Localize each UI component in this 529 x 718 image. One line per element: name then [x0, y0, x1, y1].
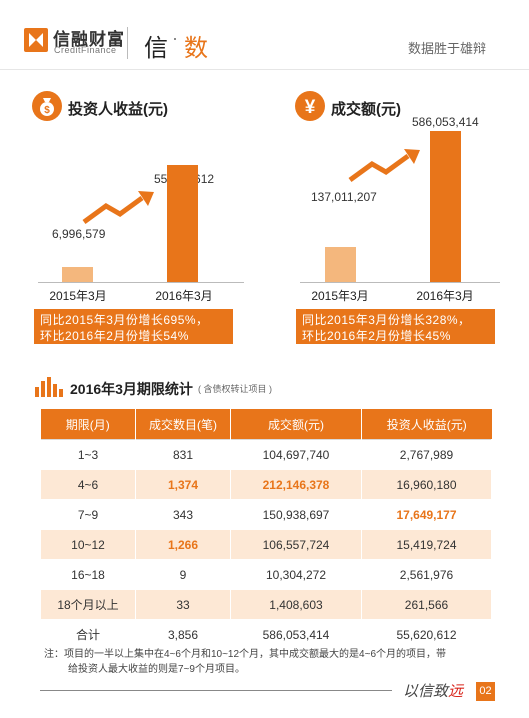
column-header-deal-count: 成交数目(笔) — [135, 409, 231, 440]
logo-icon — [24, 28, 48, 52]
table-row: 7~9 343 150,938,697 17,649,177 — [40, 499, 492, 530]
stats-subtitle: ( 含债权转让项目 ) — [198, 384, 272, 394]
volume-growth-note: 同比2015年3月份增长328%， 环比2016年2月份增长45% — [296, 309, 495, 344]
footnote-line2: 给投资人最大收益的则是7~9个月项目。 — [68, 664, 245, 675]
brand-title-part2: 数 — [184, 35, 208, 62]
investor-bar-2015 — [62, 267, 93, 282]
volume-note-line1: 同比2015年3月份增长328%， — [302, 313, 471, 327]
table-cell: 16~18 — [40, 559, 136, 590]
investor-note-line1: 同比2015年3月份增长695%， — [40, 313, 209, 327]
trend-arrow-icon — [348, 149, 420, 183]
column-header-volume: 成交额(元) — [230, 409, 362, 440]
footer-rule — [40, 690, 392, 691]
table-cell: 15,419,724 — [361, 529, 492, 560]
table-cell: 1~3 — [40, 439, 136, 470]
yen-icon: ¥ — [295, 91, 325, 121]
trend-arrow-icon — [82, 191, 154, 225]
table-cell: 10,304,272 — [230, 559, 362, 590]
logo-text-en: CreditFinance — [54, 45, 117, 55]
table-cell: 55,620,612 — [361, 619, 492, 650]
table-cell: 7~9 — [40, 499, 136, 530]
table-cell-highlight: 1,266 — [135, 529, 231, 560]
table-cell: 106,557,724 — [230, 529, 362, 560]
stats-title: 2016年3月期限统计 — [70, 381, 193, 397]
investor-x-label-2015: 2015年3月 — [49, 289, 107, 303]
footnote: 注：项目的一半以上集中在4~6个月和10~12个月，其中成交额最大的是4~6个月… — [44, 647, 494, 677]
page-header: 信融财富 CreditFinance 信 · 数 数据胜于雄辩 — [0, 0, 529, 70]
table-cell: 4~6 — [40, 469, 136, 500]
term-stats-table: 期限(月) 成交数目(笔) 成交额(元) 投资人收益(元) 1~3 831 10… — [40, 409, 492, 650]
table-cell: 2,561,976 — [361, 559, 492, 590]
investor-note-line2: 环比2016年2月份增长54% — [40, 329, 189, 343]
bar-chart-icon — [35, 377, 63, 397]
investor-x-label-2016: 2016年3月 — [155, 289, 213, 303]
table-cell: 33 — [135, 589, 231, 620]
table-cell: 3,856 — [135, 619, 231, 650]
column-header-investor-earnings: 投资人收益(元) — [361, 409, 492, 440]
column-header-term: 期限(月) — [40, 409, 136, 440]
investor-chart-baseline — [38, 282, 244, 283]
volume-value-label-2016: 586,053,414 — [412, 115, 479, 129]
table-total-row: 合计 3,856 586,053,414 55,620,612 — [40, 619, 492, 650]
table-cell: 150,938,697 — [230, 499, 362, 530]
table-row: 1~3 831 104,697,740 2,767,989 — [40, 439, 492, 470]
logo-text-cn: 信融财富 — [53, 30, 125, 49]
volume-x-label-2015: 2015年3月 — [311, 289, 369, 303]
investor-growth-note: 同比2015年3月份增长695%， 环比2016年2月份增长54% — [34, 309, 233, 344]
investor-bar-2016 — [167, 164, 198, 282]
table-cell: 586,053,414 — [230, 619, 362, 650]
page-number: 02 — [476, 682, 495, 701]
investor-chart-title: 投资人收益(元) — [68, 101, 168, 118]
volume-x-label-2016: 2016年3月 — [416, 289, 474, 303]
table-cell: 261,566 — [361, 589, 492, 620]
svg-text:¥: ¥ — [305, 97, 316, 118]
volume-bar-2015 — [325, 246, 356, 282]
brand-title-dot: · — [172, 28, 178, 48]
svg-text:$: $ — [44, 105, 50, 116]
table-cell-highlight: 17,649,177 — [361, 499, 492, 530]
table-cell: 9 — [135, 559, 231, 590]
table-row: 10~12 1,266 106,557,724 15,419,724 — [40, 529, 492, 560]
footer-slogan-accent: 远 — [448, 682, 464, 700]
volume-note-line2: 环比2016年2月份增长45% — [302, 329, 451, 343]
footer-slogan-text: 以信致 — [403, 682, 449, 700]
money-bag-icon: $ — [32, 91, 62, 121]
table-cell: 16,960,180 — [361, 469, 492, 500]
volume-chart-baseline — [300, 282, 500, 283]
investor-value-label-2015: 6,996,579 — [52, 227, 106, 241]
table-header-row: 期限(月) 成交数目(笔) 成交额(元) 投资人收益(元) — [40, 409, 492, 440]
volume-bar-2016 — [430, 130, 461, 282]
header-rule — [0, 69, 529, 70]
table-cell-highlight: 212,146,378 — [230, 469, 362, 500]
volume-value-label-2015: 137,011,207 — [311, 190, 377, 204]
brand-title-part1: 信 — [144, 35, 168, 62]
table-cell: 1,408,603 — [230, 589, 362, 620]
footer-slogan: 以信致远 — [403, 680, 463, 701]
header-slogan: 数据胜于雄辩 — [408, 41, 487, 56]
table-row: 18个月以上 33 1,408,603 261,566 — [40, 589, 492, 620]
table-cell: 343 — [135, 499, 231, 530]
table-cell: 831 — [135, 439, 231, 470]
volume-chart-title: 成交额(元) — [331, 101, 401, 118]
table-cell: 104,697,740 — [230, 439, 362, 470]
table-cell-highlight: 1,374 — [135, 469, 231, 500]
table-cell: 合计 — [40, 619, 136, 650]
footnote-line1: 注：项目的一半以上集中在4~6个月和10~12个月，其中成交额最大的是4~6个月… — [44, 649, 447, 660]
table-row: 4~6 1,374 212,146,378 16,960,180 — [40, 469, 492, 500]
header-divider — [127, 27, 128, 59]
table-cell: 18个月以上 — [40, 589, 136, 620]
table-cell: 2,767,989 — [361, 439, 492, 470]
table-cell: 10~12 — [40, 529, 136, 560]
table-row: 16~18 9 10,304,272 2,561,976 — [40, 559, 492, 590]
